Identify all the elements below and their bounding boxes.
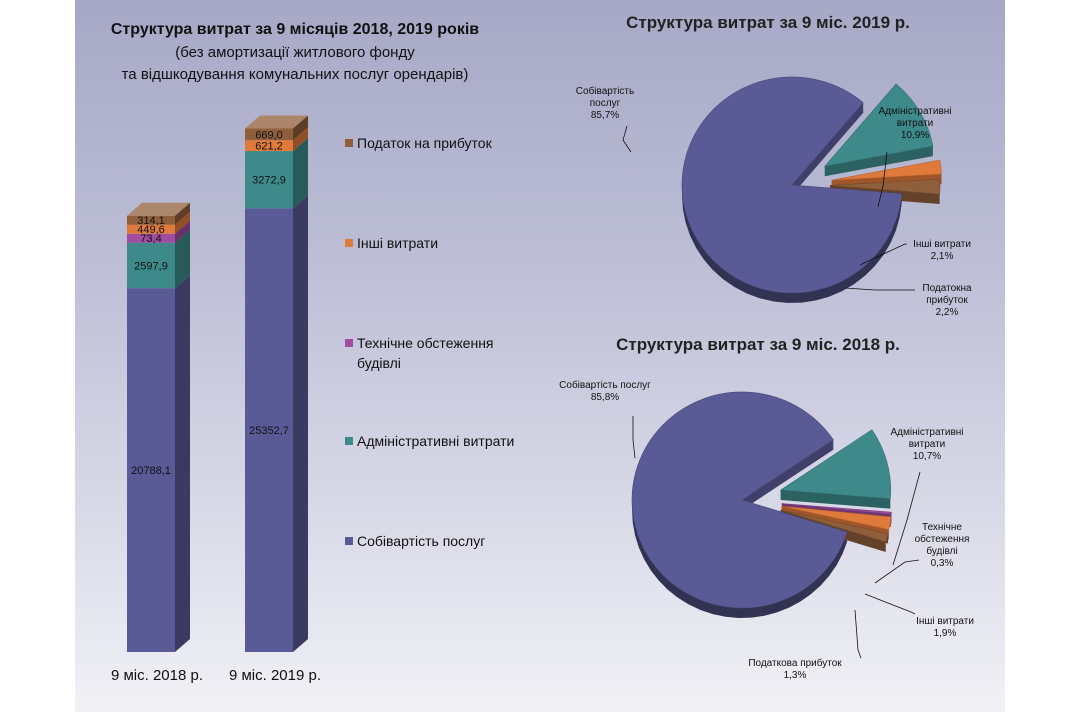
leader-line (877, 151, 888, 208)
leader-line (864, 593, 916, 615)
bar-value-label: 314,1 (137, 215, 165, 227)
pie-slice (829, 178, 941, 195)
bar-chart-subtitle-line1: (без амортизації житлового фонду (175, 44, 415, 61)
bar-chart-legend: Податок на прибуток Інші витрати Технічне … (345, 135, 514, 549)
pie-chart-2019: Собівартість послуг 85,7% Адміністративні ви… (576, 76, 972, 318)
pie-data-label: Інші витрати 1,9% (916, 616, 974, 639)
pie-2018-title: Структура витрат за 9 міс. 2018 р. (616, 335, 900, 354)
legend-label: Адміністративні витрати (357, 433, 514, 449)
pie-chart-2018: Собівартість послуг 85,8% Адміністративні в… (559, 379, 974, 681)
bar-chart-subtitle-line2: та відшкодування комунальних послуг орен… (122, 66, 469, 83)
bar-value-label: 73,4 (140, 233, 161, 245)
slide-background: Структура витрат за 9 місяців 2018, 2019… (75, 0, 1005, 712)
pie-data-label: Адміністративні витрати 10,9% (878, 106, 951, 141)
leader-line (854, 609, 862, 659)
bar-value-label: 621,2 (255, 141, 283, 153)
legend-swatch (345, 537, 353, 545)
bar-segment-1-2 (127, 229, 190, 289)
legend-swatch (345, 239, 353, 247)
bar-segment-1-5 (127, 202, 190, 225)
legend-label: Технічне обстеження будівлі (357, 335, 494, 371)
bar-top-face (127, 202, 190, 216)
legend-label: Податок на прибуток (357, 135, 493, 151)
pie-slice (780, 509, 889, 543)
pie-data-label: Адміністративні витрати 10,7% (890, 427, 963, 462)
pie-slice (779, 429, 891, 500)
bar-value-label: 669,0 (255, 129, 283, 141)
bar-segment-1-1 (127, 275, 190, 652)
x-category-label: 9 міс. 2018 р. (111, 667, 203, 684)
legend-swatch (345, 339, 353, 347)
pie-slice-wall (792, 102, 864, 195)
pie-data-label: Інші витрати 2,1% (913, 239, 971, 262)
pie-slice-wall (742, 439, 834, 510)
pie-slice (681, 76, 902, 294)
bar-segment-1-3 (127, 220, 190, 243)
pie-2019-title: Структура витрат за 9 міс. 2019 р. (626, 13, 910, 32)
leader-line (632, 416, 636, 459)
leader-line (844, 287, 915, 291)
pie-data-label: Собівартість послуг 85,7% (576, 85, 634, 121)
pie-slice (781, 503, 892, 515)
leader-line (622, 125, 632, 153)
pie-slice (781, 505, 892, 530)
bar-segment-1-4 (127, 211, 190, 234)
bar-value-label: 25352,7 (249, 425, 289, 437)
pie-slice (831, 159, 942, 181)
legend-swatch (345, 437, 353, 445)
bar-value-label: 20788,1 (131, 465, 171, 477)
bar-segment-2-2 (245, 138, 308, 209)
x-category-label: 9 міс. 2019 р. (229, 667, 321, 684)
leader-line (892, 471, 921, 566)
bar-chart-title: Структура витрат за 9 місяців 2018, 2019… (111, 21, 479, 38)
charts-canvas: Структура витрат за 9 місяців 2018, 2019… (111, 13, 974, 684)
pie-slice-wall (780, 490, 891, 509)
pie-slice-wall (824, 146, 933, 177)
legend-label: Інші витрати (357, 235, 438, 251)
bar-segment-2-5 (245, 115, 308, 141)
leader-line (874, 559, 920, 584)
pie-data-label: Технічне обстеження будівлі 0,3% (915, 522, 970, 569)
pie-slice (824, 83, 934, 167)
legend-swatch (345, 139, 353, 147)
pie-data-label: Податокна прибуток 2,2% (922, 283, 972, 318)
bar-segment-2-4 (245, 127, 308, 152)
pie-slice (631, 391, 848, 609)
pie-data-label: Собівартість послуг 85,8% (559, 379, 651, 403)
leader-line (859, 243, 907, 266)
bar-top-face (245, 115, 308, 129)
bar-value-label: 3272,9 (252, 175, 286, 187)
legend-label: Собівартість послуг (357, 533, 485, 549)
pie-data-label: Податкова прибуток 1,3% (748, 657, 842, 681)
bar-value-label: 449,6 (137, 224, 165, 236)
bar-value-label: 2597,9 (134, 260, 168, 272)
bar-segment-2-1 (245, 195, 308, 652)
